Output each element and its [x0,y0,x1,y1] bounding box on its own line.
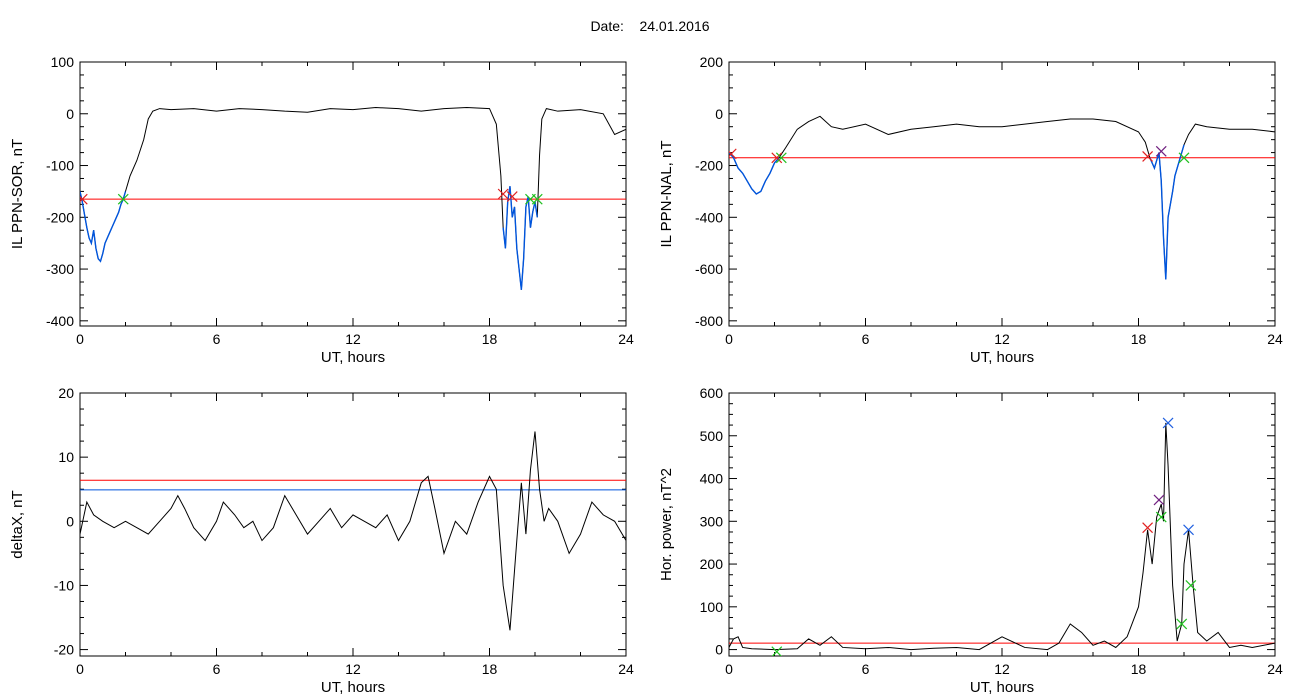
x-tick-label: 12 [345,331,361,347]
data-marker [1142,522,1154,534]
data-marker [1176,618,1188,630]
data-marker [531,193,543,205]
plot-frame [79,392,627,657]
y-tick-label: -800 [695,313,723,329]
date-label: Date: [590,18,624,34]
x-tick-label: 0 [76,331,84,347]
y-tick-label: -300 [46,261,74,277]
data-marker [729,148,737,160]
y-tick-label: 200 [700,54,724,70]
y-tick-label: -100 [46,158,74,174]
x-tick-label: 24 [1267,331,1283,347]
y-axis-label: Hor. power, nT^2 [658,468,675,581]
y-tick-label: -400 [46,313,74,329]
x-tick-label: 24 [1267,661,1283,677]
series-line [80,431,626,631]
y-tick-label: 500 [700,428,724,444]
x-tick-label: 12 [994,331,1010,347]
x-tick-label: 18 [1131,661,1147,677]
y-tick-label: 0 [715,642,723,658]
x-tick-label: 12 [994,661,1010,677]
y-tick-label: 600 [700,385,724,401]
y-tick-label: -20 [54,642,74,658]
x-tick-label: 6 [213,661,221,677]
y-tick-label: 100 [700,599,724,615]
y-axis-label: deltaX, nT [9,490,26,558]
x-tick-label: 24 [618,331,634,347]
y-tick-label: 200 [700,556,724,572]
x-axis-label: UT, hours [321,679,385,696]
plot-frame [79,61,627,327]
data-marker [1162,417,1174,429]
series-line [729,422,1275,651]
x-tick-label: 18 [482,661,498,677]
x-tick-label: 0 [725,661,733,677]
plot-area [729,417,1275,656]
y-tick-label: 400 [700,471,724,487]
y-tick-label: 20 [58,385,74,401]
x-tick-label: 24 [618,661,634,677]
x-tick-label: 6 [213,331,221,347]
data-marker [1183,524,1194,536]
data-marker [1178,152,1190,164]
plot-area [729,115,1275,280]
plot-area [80,431,626,631]
x-tick-label: 6 [862,331,870,347]
series-highlight [80,191,127,263]
panel-deltax: 0 6 12 18 24 -20 -10 0 10 20 UT, hours deltaX, nT [9,385,634,696]
data-marker [1185,580,1197,591]
data-marker [117,193,129,205]
y-tick-label: -200 [46,209,74,225]
panel-nal: 0 6 12 18 24 -800 -600 -400 -200 0 200 UT, hours IL … [658,54,1283,366]
y-tick-label: 300 [700,513,724,529]
series-highlight [502,186,538,290]
x-axis-label: UT, hours [970,679,1034,696]
series-highlight [1149,144,1185,280]
x-tick-label: 18 [482,331,498,347]
y-tick-label: -10 [54,577,74,593]
panel-sor: 0 6 12 18 24 -400 -300 -200 -100 0 100 UT, hours IL … [9,54,634,366]
y-tick-label: 100 [51,54,75,70]
data-marker [771,646,783,656]
y-tick-label: 10 [58,449,74,465]
data-marker [1155,511,1167,523]
y-tick-label: 0 [66,513,74,529]
date-value: 24.01.2016 [639,18,710,34]
data-marker [506,191,518,203]
data-marker [1142,151,1154,162]
data-marker [80,193,88,205]
series-line [729,115,1275,280]
data-marker [1155,145,1167,157]
y-tick-label: 0 [715,106,723,122]
data-marker [497,188,509,200]
plot-frame [728,61,1276,327]
x-tick-label: 0 [76,661,84,677]
plot-area [80,107,626,290]
x-axis-label: UT, hours [970,349,1034,366]
y-tick-label: -600 [695,261,723,277]
page-title: Date: 24.01.2016 [0,18,1300,34]
y-tick-label: -200 [695,158,723,174]
x-tick-label: 18 [1131,331,1147,347]
y-tick-label: 0 [66,106,74,122]
panel-power: 0 6 12 18 24 0 100 200 300 400 500 600 UT, hours Hor.… [658,385,1283,696]
x-tick-label: 6 [862,661,870,677]
y-axis-label: IL PPN-SOR, nT [9,139,26,249]
data-marker [775,152,787,164]
x-axis-label: UT, hours [321,349,385,366]
y-axis-label: IL PPN-NAL, nT [658,141,675,248]
y-tick-label: -400 [695,209,723,225]
x-tick-label: 0 [725,331,733,347]
data-marker [771,152,783,164]
series-highlight [729,152,780,195]
x-tick-label: 12 [345,661,361,677]
data-marker [1153,494,1165,506]
series-line [80,107,626,290]
